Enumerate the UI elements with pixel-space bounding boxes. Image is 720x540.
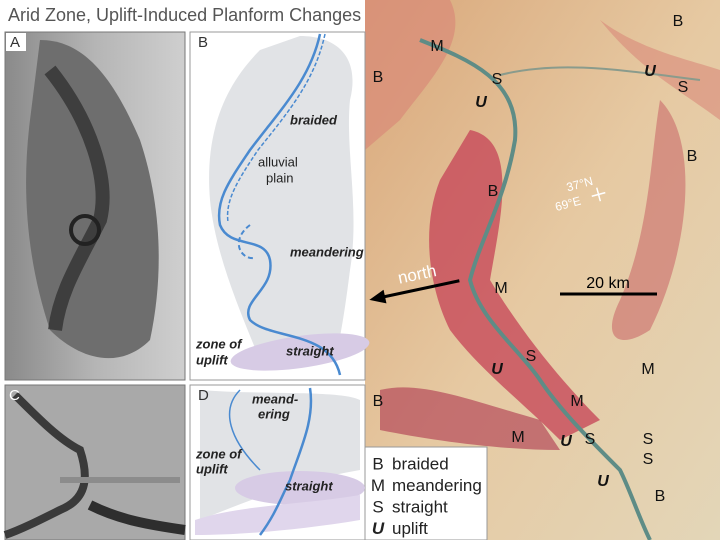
map-label: U (560, 433, 572, 450)
map-label: S (678, 79, 689, 96)
map-label: M (494, 280, 507, 297)
braided-label: braided (290, 112, 338, 127)
uplift-label: zone of (195, 336, 243, 351)
scale-bar: 20 km (560, 275, 657, 296)
panel-letter: C (9, 387, 20, 404)
map-label: M (641, 361, 654, 378)
map-label: M (430, 38, 443, 55)
plain-label: alluvial (258, 154, 298, 169)
map-label: S (492, 71, 503, 88)
map-label: M (511, 429, 524, 446)
meandering-label: ering (258, 406, 290, 421)
longitude: 69°E (554, 194, 583, 214)
legend-text: braided (392, 454, 449, 473)
map-label: B (673, 13, 684, 30)
panel-a: A (4, 31, 186, 381)
panel-b: B braided alluvial plain meandering zone… (189, 31, 370, 381)
map-label: M (570, 393, 583, 410)
map-label: U (475, 94, 487, 111)
map-label: S (526, 348, 537, 365)
coordinate-marker: 37°N 69°E (554, 174, 606, 214)
map-label: S (643, 451, 654, 468)
legend-text: meandering (392, 476, 482, 495)
legend-key: B (372, 454, 383, 473)
legend-key: U (372, 519, 385, 538)
map-label: B (488, 183, 499, 200)
panel-letter: B (198, 34, 208, 51)
map-label: S (585, 431, 596, 448)
panel-c: C (3, 384, 186, 540)
legend-key: M (371, 476, 385, 495)
map-label: U (597, 473, 609, 490)
legend-key: S (372, 497, 383, 516)
scale-label: 20 km (586, 275, 630, 292)
panel-letter: A (10, 34, 20, 51)
straight-label: straight (286, 343, 334, 358)
uplift-label: uplift (196, 461, 228, 476)
figure-title: Arid Zone, Uplift-Induced Planform Chang… (8, 5, 361, 25)
legend-text: straight (392, 497, 448, 516)
panel-d: D meand- ering zone of uplift straight (189, 384, 366, 540)
map-label: S (643, 431, 654, 448)
panel-letter: D (198, 387, 209, 404)
meandering-label: meand- (252, 391, 298, 406)
plain-label: plain (266, 170, 293, 185)
straight-label: straight (285, 478, 333, 493)
latitude: 37°N (565, 174, 595, 194)
uplift-label: uplift (196, 352, 228, 367)
map-label: U (491, 361, 503, 378)
meandering-label: meandering (290, 244, 364, 259)
map-label: B (655, 488, 666, 505)
uplift-label: zone of (195, 446, 243, 461)
legend-text: uplift (392, 519, 428, 538)
map-label: B (373, 393, 384, 410)
map-label: B (373, 69, 384, 86)
map-label: B (687, 148, 698, 165)
map-label: U (644, 63, 656, 80)
